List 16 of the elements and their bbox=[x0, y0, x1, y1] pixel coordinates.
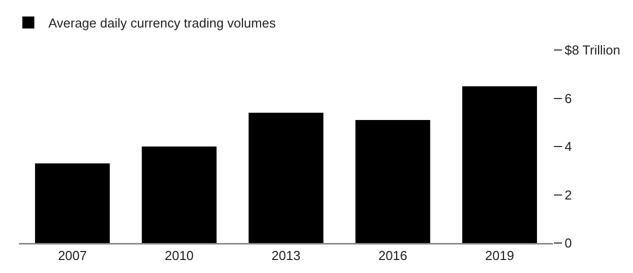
x-tick-label: 2010 bbox=[164, 248, 194, 264]
y-tick-label: 6 bbox=[564, 90, 572, 106]
y-tick-label: $8 Trillion bbox=[564, 42, 620, 58]
bar bbox=[35, 163, 110, 243]
bar bbox=[355, 120, 430, 243]
x-tick-label: 2013 bbox=[272, 248, 300, 264]
x-tick-label: 2016 bbox=[378, 248, 408, 264]
bar bbox=[142, 146, 217, 243]
bar bbox=[462, 86, 537, 243]
x-tick-label: 2007 bbox=[58, 248, 87, 264]
legend-label: Average daily currency trading volumes bbox=[48, 16, 276, 31]
y-tick-label: 2 bbox=[564, 187, 572, 202]
y-tick-label: 0 bbox=[564, 236, 572, 251]
x-tick-label: 2019 bbox=[485, 248, 514, 264]
y-tick-label: 4 bbox=[564, 139, 572, 154]
bar bbox=[248, 112, 324, 243]
